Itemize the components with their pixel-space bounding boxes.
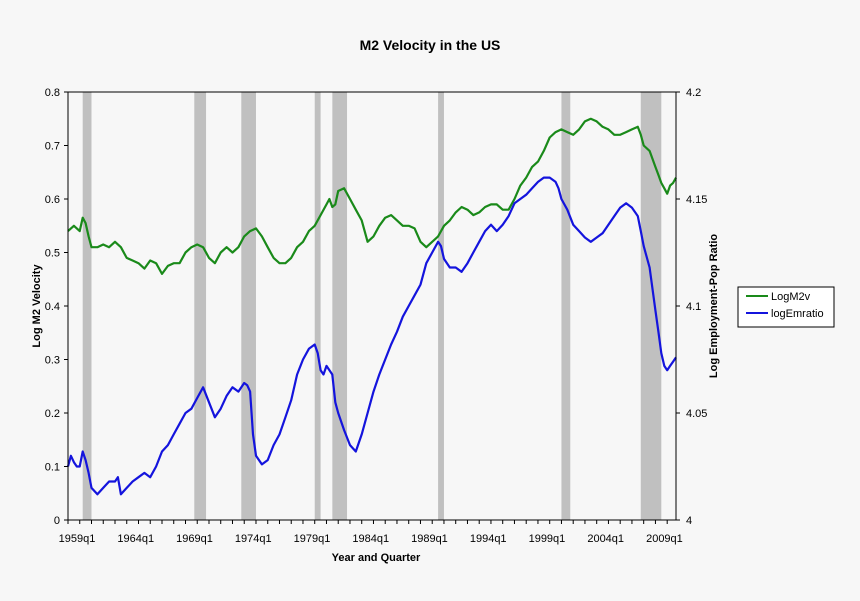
series-lines bbox=[66, 117, 677, 496]
x-tick-label: 1974q1 bbox=[235, 533, 272, 545]
y-tick-label: 0 bbox=[54, 515, 60, 527]
x-tick-label: 1959q1 bbox=[59, 533, 96, 545]
y-tick-label: 0.8 bbox=[45, 87, 60, 99]
x-tick-label: 2004q1 bbox=[587, 533, 624, 545]
legend: LogM2v logEmratio bbox=[737, 286, 835, 328]
x-tick-label: 1994q1 bbox=[470, 533, 507, 545]
recession-band-1 bbox=[194, 92, 207, 520]
y2-tick-label: 4.05 bbox=[686, 408, 707, 420]
y-tick-label: 0.1 bbox=[45, 462, 60, 474]
x-tick-label: 1964q1 bbox=[117, 533, 154, 545]
recession-band-7 bbox=[640, 92, 662, 520]
series-line-logEmratio bbox=[66, 176, 677, 496]
y2-tick-label: 4.1 bbox=[686, 301, 701, 313]
recession-band-0 bbox=[82, 92, 92, 520]
recession-band-4 bbox=[332, 92, 348, 520]
legend-box bbox=[737, 286, 835, 328]
y-tick-label: 0.5 bbox=[45, 248, 60, 260]
x-axis: 1959q1 1964q1 1969q1 1974q1 1979q1 1984q1 1989… bbox=[59, 520, 683, 545]
y-tick-label: 0.7 bbox=[45, 141, 60, 153]
recession-bands bbox=[82, 92, 662, 520]
x-tick-label: 1989q1 bbox=[411, 533, 448, 545]
recession-band-2 bbox=[241, 92, 256, 520]
legend-label-logEmratio: logEmratio bbox=[771, 308, 824, 320]
x-tick-label: 1969q1 bbox=[176, 533, 213, 545]
y-tick-label: 0.4 bbox=[45, 301, 60, 313]
y2-axis-title: Log Employment-Pop Ratio bbox=[708, 234, 720, 379]
recession-band-3 bbox=[314, 92, 321, 520]
x-tick-label: 1984q1 bbox=[352, 533, 389, 545]
recession-band-5 bbox=[438, 92, 444, 520]
x-axis-title: Year and Quarter bbox=[332, 552, 421, 564]
y-tick-label: 0.3 bbox=[45, 355, 60, 367]
y2-tick-label: 4.15 bbox=[686, 194, 707, 206]
y-axis-title: Log M2 Velocity bbox=[31, 264, 43, 348]
y2-tick-label: 4.2 bbox=[686, 87, 701, 99]
chart-title: M2 Velocity in the US bbox=[360, 37, 501, 53]
y-axis-left: 0 0.1 0.2 0.3 0.4 0.5 0.6 0.7 0.8 bbox=[45, 87, 68, 527]
y-tick-label: 0.2 bbox=[45, 408, 60, 420]
x-tick-label: 2009q1 bbox=[646, 533, 683, 545]
y2-tick-label: 4 bbox=[686, 515, 692, 527]
legend-label-LogM2v: LogM2v bbox=[771, 291, 811, 303]
y-tick-label: 0.6 bbox=[45, 194, 60, 206]
series-line-LogM2v bbox=[67, 117, 677, 275]
x-tick-label: 1999q1 bbox=[529, 533, 566, 545]
y-axis-right: 4 4.05 4.1 4.15 4.2 bbox=[676, 87, 707, 527]
x-tick-label: 1979q1 bbox=[294, 533, 331, 545]
recession-band-6 bbox=[561, 92, 571, 520]
